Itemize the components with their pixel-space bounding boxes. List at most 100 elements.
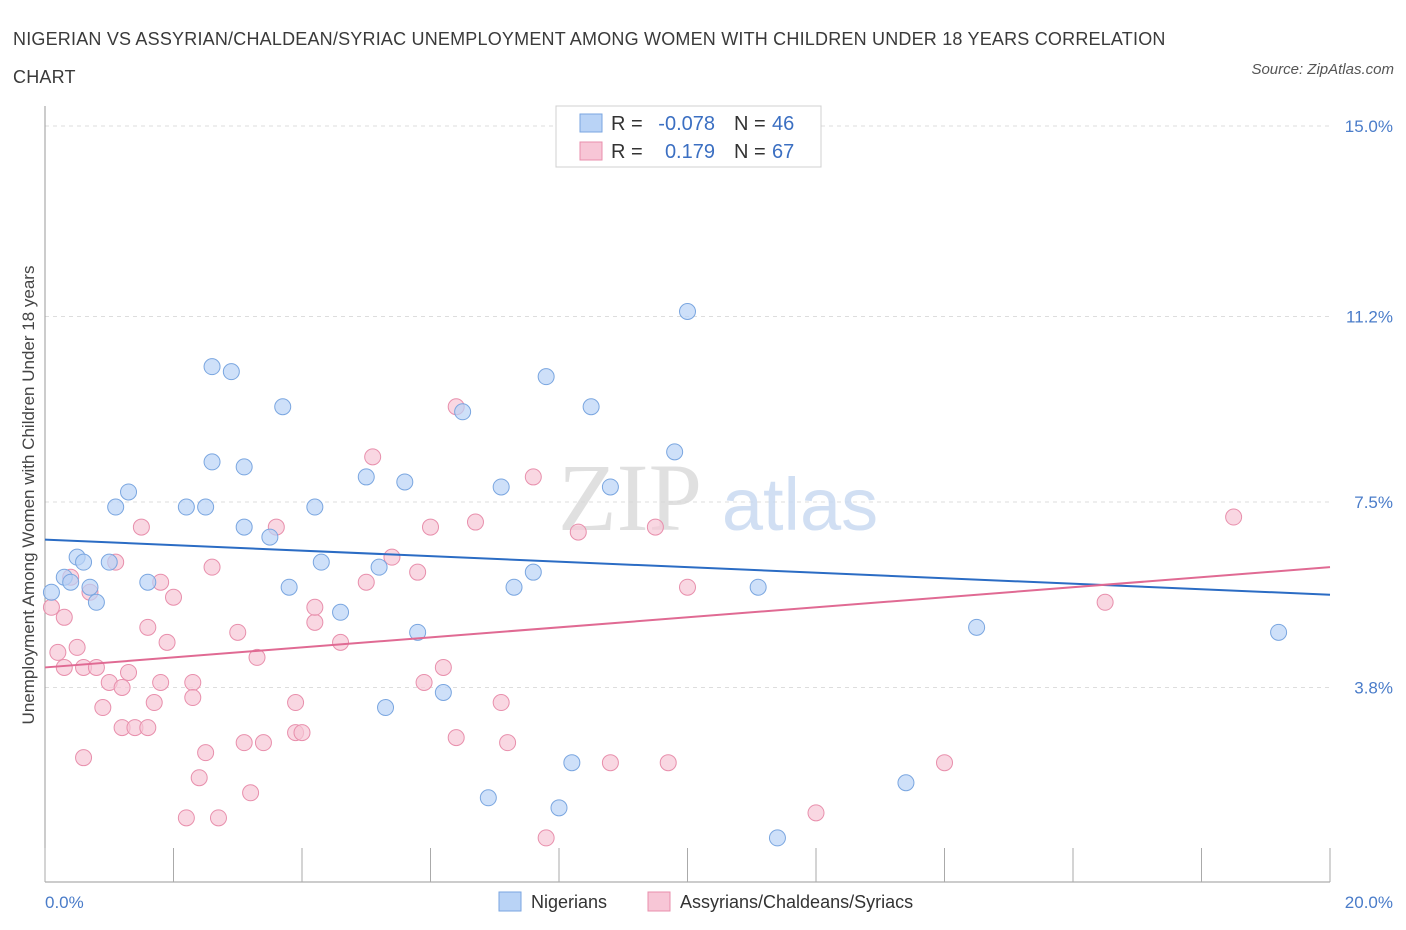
point-assyrians-63 xyxy=(807,804,825,822)
point-assyrians-66 xyxy=(1225,508,1243,526)
point-nigerians-10 xyxy=(139,573,157,591)
point-assyrians-10 xyxy=(94,699,112,717)
point-nigerians-21 xyxy=(306,498,324,516)
point-nigerians-9 xyxy=(120,483,138,501)
point-assyrians-15 xyxy=(120,663,138,681)
point-assyrians-57 xyxy=(537,829,555,847)
stats-legend: R = -0.078 N = 46 R = 0.179 N = 67 xyxy=(555,105,822,168)
point-assyrians-5 xyxy=(68,638,86,656)
point-nigerians-32 xyxy=(492,478,510,496)
point-assyrians-61 xyxy=(659,754,677,772)
point-nigerians-30 xyxy=(454,403,472,421)
point-assyrians-33 xyxy=(235,734,253,752)
point-nigerians-33 xyxy=(505,578,523,596)
trend-line-nigerians xyxy=(44,538,1331,596)
trend-lines xyxy=(44,538,1331,669)
legend-n-value-1: 46 xyxy=(772,113,794,135)
point-assyrians-52 xyxy=(447,729,465,747)
y-tick-label-0: 3.8% xyxy=(1354,678,1393,697)
point-nigerians-26 xyxy=(377,699,395,717)
point-nigerians-8 xyxy=(107,498,125,516)
point-assyrians-65 xyxy=(1096,593,1114,611)
bottom-legend-assyrians: Assyrians/Chaldeans/Syriacs xyxy=(680,892,913,912)
y-tick-label-3: 15.0% xyxy=(1345,117,1393,136)
point-nigerians-19 xyxy=(274,398,292,416)
x-tick-label-1: 20.0% xyxy=(1345,893,1393,912)
point-nigerians-4 xyxy=(75,553,93,571)
point-assyrians-54 xyxy=(492,694,510,712)
point-nigerians-42 xyxy=(749,578,767,596)
point-assyrians-42 xyxy=(306,598,324,616)
bottom-legend-swatch-nigerians xyxy=(498,891,522,912)
legend-swatch-nigerians xyxy=(579,113,603,133)
point-nigerians-31 xyxy=(479,789,497,807)
series-legend: Nigerians Assyrians/Chaldeans/Syriacs xyxy=(498,891,913,912)
point-nigerians-12 xyxy=(203,358,221,376)
point-assyrians-62 xyxy=(679,578,696,596)
point-nigerians-34 xyxy=(524,563,542,581)
point-assyrians-18 xyxy=(139,719,157,737)
point-assyrians-41 xyxy=(306,613,324,631)
point-nigerians-16 xyxy=(235,458,253,476)
point-assyrians-3 xyxy=(55,658,73,676)
point-assyrians-32 xyxy=(229,623,247,641)
point-nigerians-45 xyxy=(968,618,986,636)
point-assyrians-1 xyxy=(49,643,67,661)
point-nigerians-25 xyxy=(370,558,388,576)
point-nigerians-29 xyxy=(434,684,452,702)
point-assyrians-28 xyxy=(190,769,208,787)
point-assyrians-9 xyxy=(87,658,105,676)
point-nigerians-6 xyxy=(87,593,105,611)
point-assyrians-14 xyxy=(113,678,131,696)
point-nigerians-14 xyxy=(203,453,221,471)
point-assyrians-22 xyxy=(152,673,170,691)
point-nigerians-11 xyxy=(177,498,195,516)
y-tick-label-2: 11.2% xyxy=(1346,308,1393,327)
point-assyrians-24 xyxy=(165,588,182,606)
source-credit: Source: ZipAtlas.com xyxy=(1251,61,1394,78)
series-nigerians-points xyxy=(42,302,1288,847)
point-assyrians-60 xyxy=(646,518,664,536)
point-nigerians-41 xyxy=(679,302,696,320)
point-assyrians-45 xyxy=(364,448,382,466)
point-nigerians-28 xyxy=(409,623,427,641)
point-nigerians-13 xyxy=(197,498,215,516)
point-assyrians-34 xyxy=(242,784,260,802)
point-nigerians-40 xyxy=(666,443,684,461)
point-assyrians-58 xyxy=(569,523,587,541)
legend-r-label-1: R = xyxy=(611,113,643,135)
point-nigerians-22 xyxy=(312,553,330,571)
legend-r-label-2: R = xyxy=(611,141,643,163)
point-nigerians-2 xyxy=(62,573,80,591)
point-assyrians-30 xyxy=(203,558,221,576)
point-assyrians-2 xyxy=(55,608,73,626)
point-nigerians-17 xyxy=(235,518,253,536)
point-assyrians-59 xyxy=(601,754,619,772)
y-axis-label: Unemployment Among Women with Children U… xyxy=(19,266,38,725)
point-nigerians-38 xyxy=(582,398,600,416)
point-assyrians-27 xyxy=(184,689,202,707)
point-assyrians-26 xyxy=(184,673,202,691)
point-nigerians-27 xyxy=(396,473,414,491)
point-nigerians-43 xyxy=(768,829,786,847)
point-assyrians-46 xyxy=(383,548,401,566)
axes xyxy=(44,106,1331,883)
point-assyrians-47 xyxy=(409,563,427,581)
point-nigerians-24 xyxy=(357,468,375,486)
point-nigerians-44 xyxy=(897,774,915,792)
legend-n-label-2: N = xyxy=(734,141,766,163)
point-nigerians-37 xyxy=(563,754,581,772)
bottom-legend-nigerians: Nigerians xyxy=(531,892,607,912)
y-ticks: 3.8% 7.5% 11.2% 15.0% xyxy=(1345,117,1393,697)
point-assyrians-36 xyxy=(254,734,272,752)
point-assyrians-19 xyxy=(139,618,157,636)
trend-line-assyrians xyxy=(44,566,1331,669)
bottom-legend-swatch-assyrians xyxy=(647,891,671,912)
point-assyrians-35 xyxy=(248,648,266,666)
point-assyrians-50 xyxy=(434,658,452,676)
x-ticks: 0.0% 20.0% xyxy=(45,893,1393,912)
y-tick-label-1: 7.5% xyxy=(1354,493,1393,512)
point-nigerians-20 xyxy=(280,578,298,596)
point-nigerians-35 xyxy=(537,368,555,386)
point-nigerians-39 xyxy=(601,478,619,496)
